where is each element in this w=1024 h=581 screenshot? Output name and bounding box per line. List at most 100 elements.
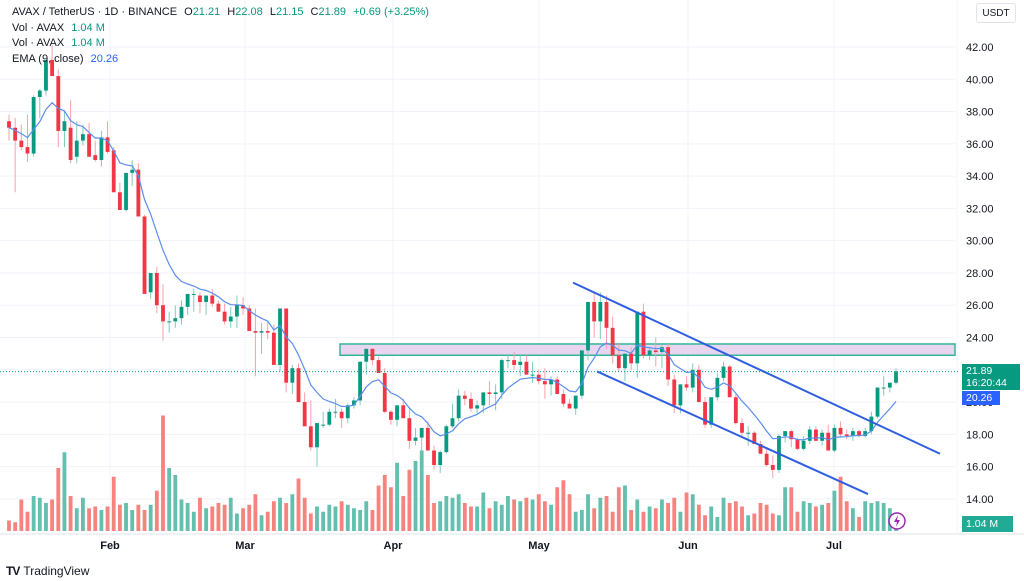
candle-body	[567, 403, 572, 409]
volume-bar	[481, 492, 486, 531]
volume-bar	[518, 501, 523, 531]
volume-bar	[376, 485, 381, 531]
x-axis-label: May	[528, 540, 550, 552]
volume-bar	[302, 497, 307, 531]
volume-bar	[74, 508, 79, 531]
volume-bar	[321, 511, 326, 531]
volume-bar	[271, 501, 276, 531]
candle-body	[99, 137, 104, 160]
volume-bar	[783, 487, 788, 531]
bar-countdown: 16:20:44	[966, 377, 1007, 389]
candle-body	[807, 429, 812, 441]
low-value: 21.15	[275, 6, 304, 18]
candle-body	[382, 373, 387, 412]
candle-body	[647, 350, 652, 356]
candle-body	[641, 311, 646, 356]
candle-body	[579, 350, 584, 396]
volume-bar	[62, 452, 67, 531]
channel-upper-line	[572, 281, 941, 455]
volume-bar	[740, 506, 744, 531]
volume-bar	[444, 496, 449, 531]
volume-bar	[438, 501, 443, 531]
volume-bar	[50, 499, 55, 531]
volume-bar	[875, 501, 880, 531]
candle-body	[56, 76, 61, 131]
candle-body	[278, 308, 282, 365]
volume-bar	[579, 510, 584, 531]
candle-body	[635, 311, 640, 364]
volume-bar	[333, 506, 338, 531]
volume-bar	[44, 503, 48, 531]
x-axis-label: Jul	[826, 540, 842, 552]
candle-body	[432, 450, 436, 466]
volume-bar	[253, 494, 258, 531]
volume-bar	[425, 475, 430, 531]
volume-bar	[247, 504, 252, 531]
high-label: H	[227, 6, 236, 18]
volume-bar	[413, 461, 418, 531]
volume-bar	[475, 506, 480, 531]
indicator-ema[interactable]: EMA (9, close) 20.26	[12, 52, 429, 68]
volume-bar	[863, 501, 868, 531]
brand-name: TradingView	[23, 564, 90, 578]
candle-body	[894, 371, 898, 383]
indicator-volume-1[interactable]: Vol · AVAX 1.04 M	[12, 21, 429, 37]
candle-body	[216, 303, 221, 312]
volume-bar	[709, 506, 714, 531]
volume-bar	[678, 511, 683, 531]
y-axis-label: 14.00	[966, 494, 994, 506]
volume-bar	[592, 508, 597, 531]
volume-bar	[629, 510, 634, 531]
candle-body	[259, 331, 264, 333]
x-axis-label: Mar	[235, 540, 255, 552]
candle-body	[499, 360, 504, 393]
lightning-glyph-icon	[894, 515, 900, 527]
candle-body	[185, 293, 190, 307]
candle-body	[117, 192, 122, 211]
volume-bar	[161, 415, 165, 531]
high-value: 22.08	[235, 6, 263, 18]
candle-body	[450, 418, 455, 427]
candle-body	[290, 368, 295, 383]
currency-selector[interactable]: USDT	[976, 3, 1016, 23]
volume-bar	[136, 504, 141, 531]
candle-body	[844, 434, 849, 436]
volume-bar	[536, 494, 541, 531]
volume-bar	[789, 487, 794, 531]
candle-body	[573, 395, 578, 409]
candle-body	[68, 127, 73, 160]
indicator-volume-2[interactable]: Vol · AVAX 1.04 M	[12, 36, 429, 52]
volume-bar	[610, 511, 615, 531]
volume-bar	[259, 515, 264, 531]
candle-body	[672, 379, 677, 406]
volume-bar	[296, 478, 301, 531]
volume-bar	[493, 501, 498, 531]
candle-body	[863, 431, 868, 436]
volume-bar	[641, 511, 646, 531]
candle-body	[801, 440, 806, 449]
volume-bar	[758, 503, 763, 531]
candle-body	[764, 453, 769, 466]
tradingview-brand[interactable]: TV TradingView	[6, 564, 89, 578]
volume-bar	[826, 503, 831, 531]
volume-bar	[469, 506, 473, 531]
candle-body	[130, 169, 135, 173]
y-axis-label: 36.00	[966, 139, 994, 151]
candle-body	[512, 360, 517, 365]
volume-bar	[124, 503, 128, 531]
volume-bar	[660, 499, 664, 531]
volume-bar	[382, 475, 387, 531]
candle-body	[456, 395, 461, 419]
candle-body	[721, 366, 726, 378]
volume-bar	[81, 497, 85, 531]
volume-bar	[185, 503, 190, 531]
volume-bar	[7, 520, 11, 531]
volume-bar	[561, 480, 566, 531]
candle-body	[204, 295, 209, 303]
volume-bar	[93, 506, 98, 531]
candle-body	[598, 302, 603, 322]
candle-body	[327, 411, 332, 425]
candle-body	[50, 59, 55, 77]
candle-body	[308, 426, 313, 448]
